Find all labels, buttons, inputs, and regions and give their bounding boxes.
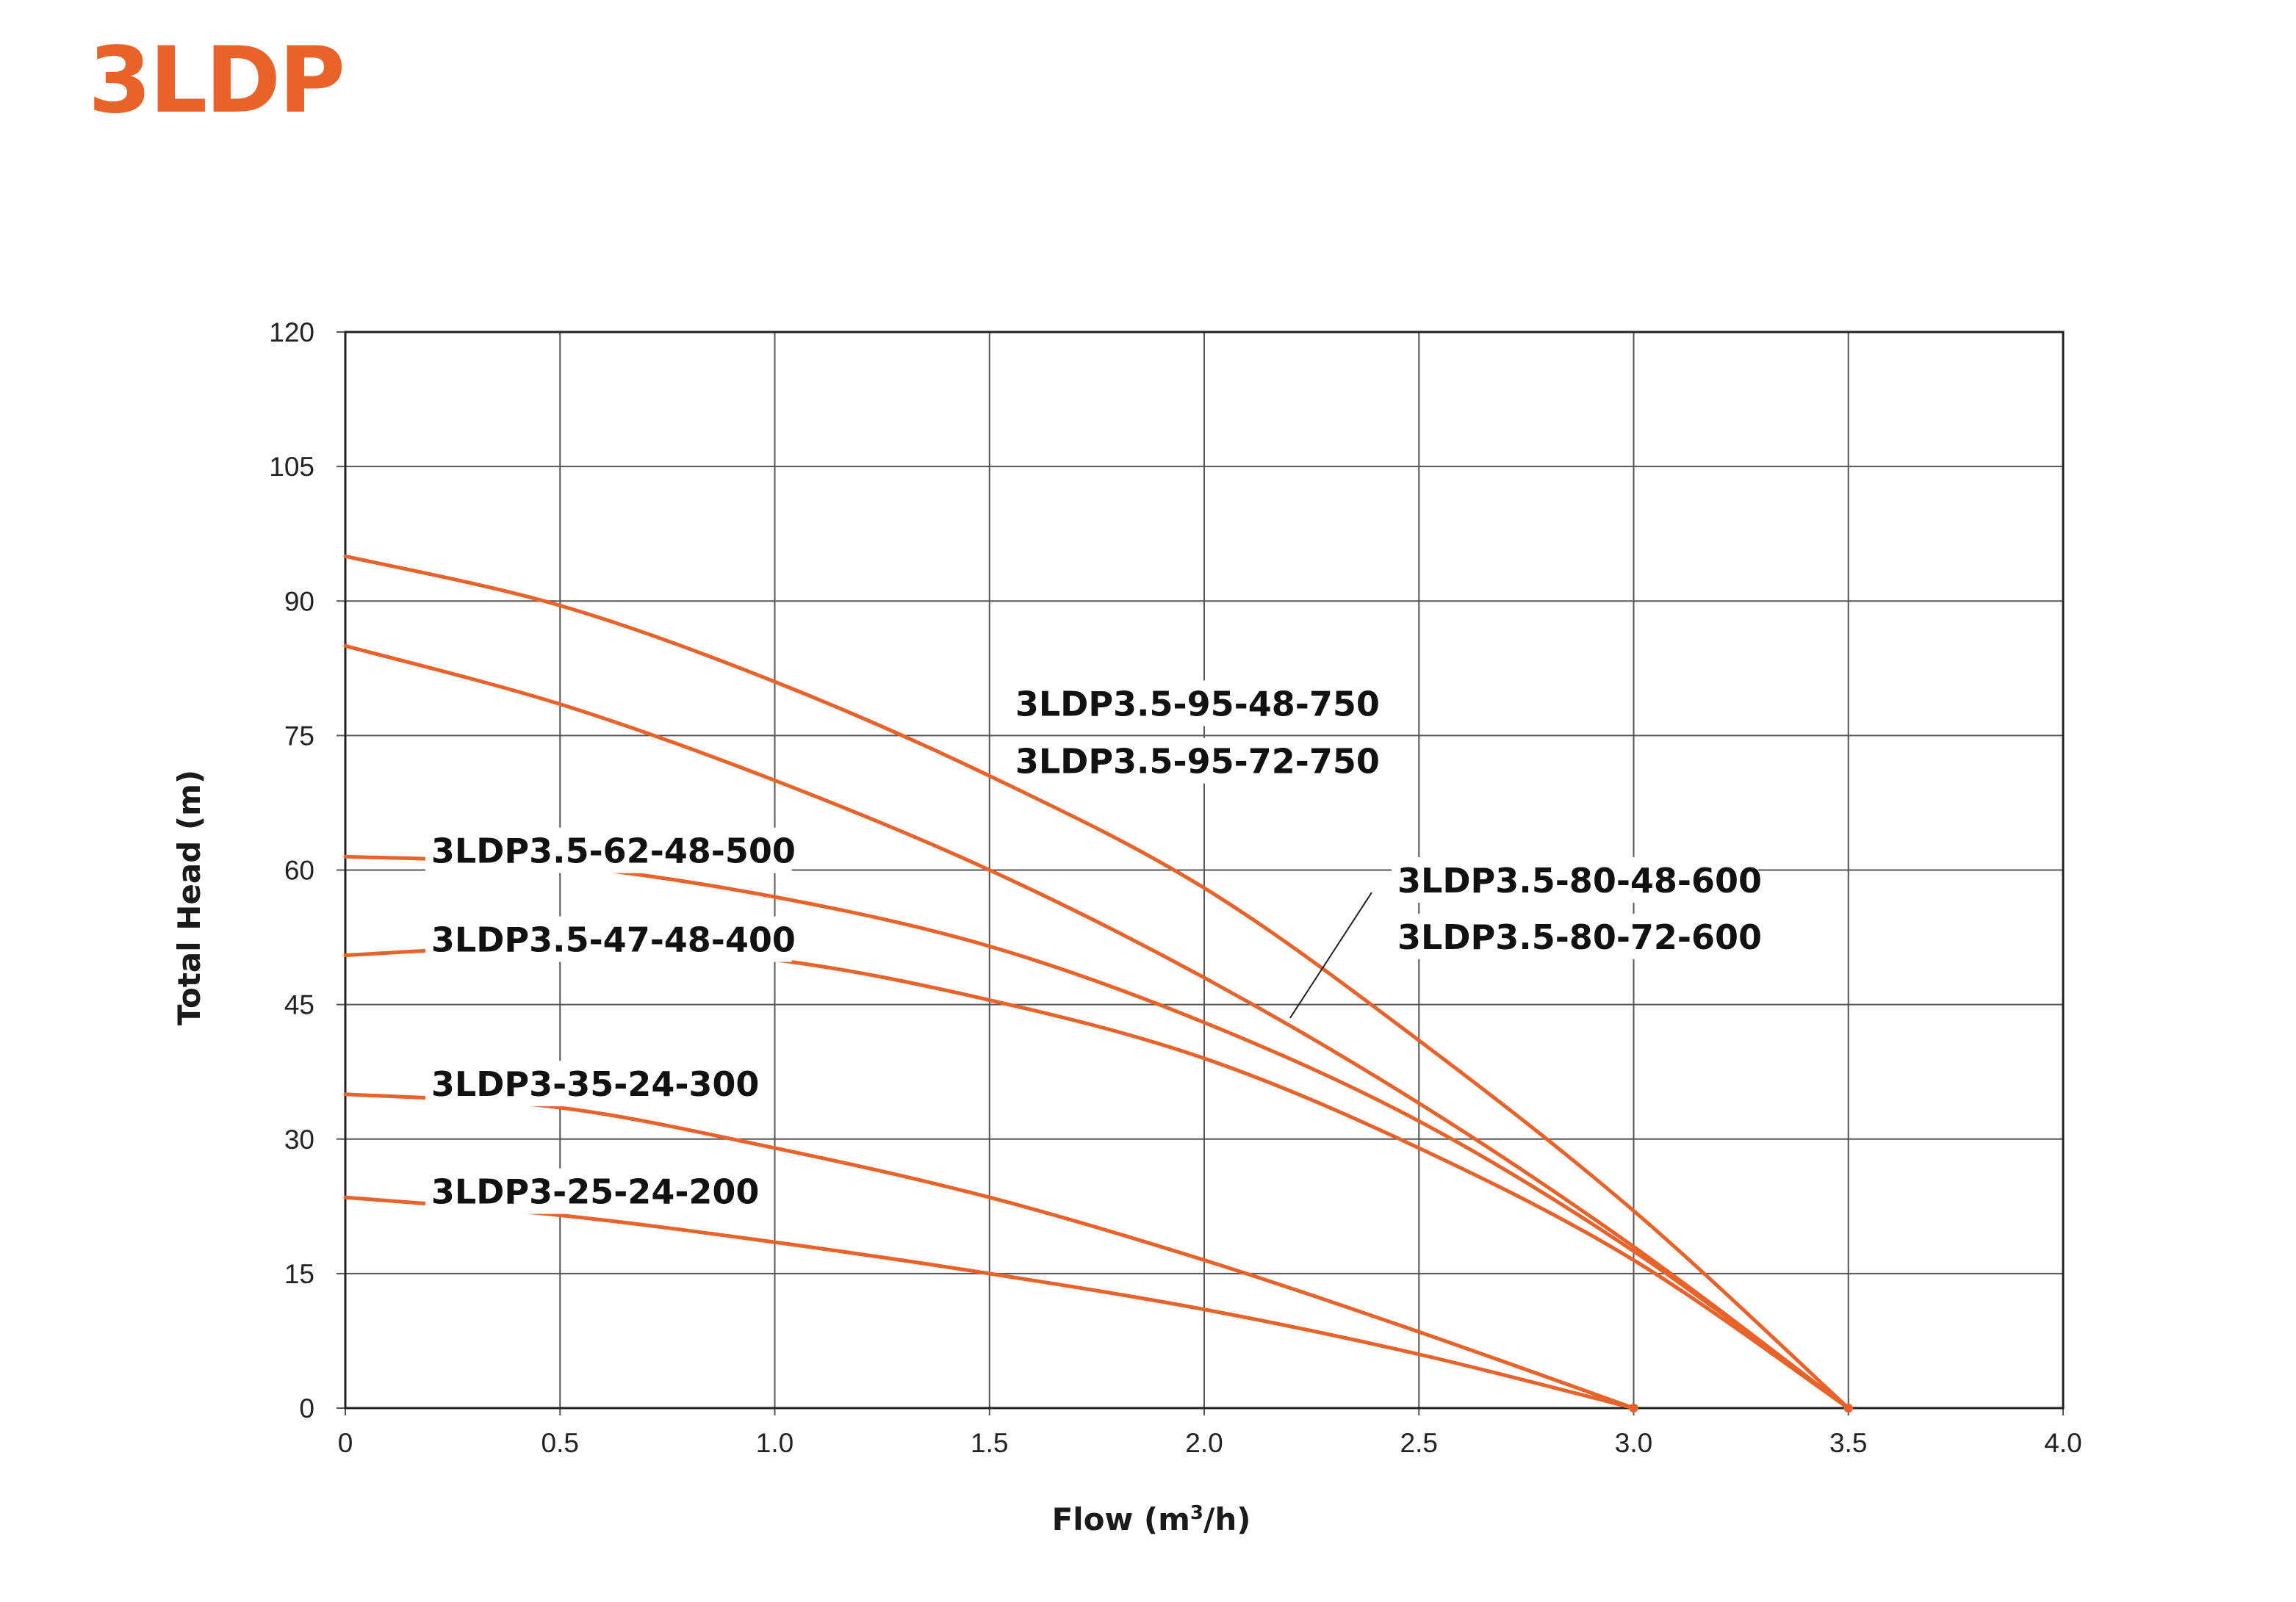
x-axis-title: Flow (m3/h): [1052, 1501, 1251, 1537]
x-tick-label: 1.0: [756, 1428, 793, 1458]
y-tick-label: 45: [284, 990, 314, 1020]
y-tick-label: 30: [284, 1125, 314, 1155]
curve-label-background: [1392, 913, 1758, 959]
x-tick-label: 3.5: [1829, 1428, 1867, 1458]
curve-label: 3LDP3.5-80-72-600: [1397, 917, 1762, 957]
pump-curve-line: [343, 554, 1851, 1410]
x-tick-label: 4.0: [2044, 1428, 2081, 1458]
curve-label: 3LDP3.5-95-48-750: [1015, 685, 1380, 724]
curve-label-background: [425, 916, 792, 962]
curve-label-background: [1392, 857, 1758, 903]
curve-label: 3LDP3-35-24-300: [431, 1064, 760, 1104]
curve-label: 3LDP3.5-80-48-600: [1397, 861, 1762, 901]
page-title: 3LDP: [88, 28, 345, 134]
x-axis-title-base: Flow (m: [1052, 1501, 1190, 1537]
y-tick-label: 0: [299, 1393, 314, 1424]
curve-label-background: [1009, 680, 1376, 726]
x-axis-title-unit: /h): [1203, 1501, 1250, 1537]
curve-end-point: [1629, 1404, 1638, 1412]
curve-labels: 3LDP3.5-95-48-750 3LDP3.5-95-72-750 3LDP3.…: [425, 680, 1762, 1214]
x-axis-title-superscript: 3: [1190, 1502, 1203, 1524]
curve-end-point: [1843, 1404, 1853, 1412]
pump-curve-line: [343, 1195, 1635, 1410]
curve-label-background: [425, 1061, 750, 1107]
axis-ticks: 0 0.5 1.0 1.5 2.0 2.5 3.0 3.5 4.0 0 15 30 45 60 75 90 10…: [269, 317, 2081, 1458]
x-tick-label: 0: [338, 1428, 353, 1458]
curve-label: 3LDP3.5-62-48-500: [431, 831, 796, 871]
grid-lines: [337, 331, 2064, 1415]
x-tick-label: 0.5: [541, 1428, 579, 1458]
y-tick-label: 105: [269, 452, 314, 482]
y-tick-label: 90: [284, 586, 314, 616]
x-tick-label: 3.0: [1615, 1428, 1652, 1458]
curve-label-background: [425, 827, 792, 873]
curve-label-background: [425, 1168, 750, 1214]
label-leader-line: [1289, 892, 1372, 1019]
curve-label: 3LDP3.5-95-72-750: [1015, 742, 1380, 782]
curve-label-background: [1009, 737, 1376, 784]
x-tick-label: 2.5: [1400, 1428, 1438, 1458]
x-tick-label: 1.5: [971, 1428, 1008, 1458]
curve-label: 3LDP3-25-24-200: [431, 1172, 760, 1212]
pump-curve-line: [343, 643, 1851, 1410]
curve-label: 3LDP3.5-47-48-400: [431, 920, 796, 960]
y-tick-label: 75: [284, 721, 314, 751]
pump-curve-line: [343, 1092, 1635, 1410]
y-axis-title: Total Head (m): [171, 770, 207, 1025]
y-tick-label: 120: [269, 317, 314, 347]
x-tick-label: 2.0: [1185, 1428, 1223, 1458]
y-tick-label: 15: [284, 1259, 314, 1289]
plot-frame: [344, 331, 2065, 1410]
y-tick-label: 60: [284, 856, 314, 886]
